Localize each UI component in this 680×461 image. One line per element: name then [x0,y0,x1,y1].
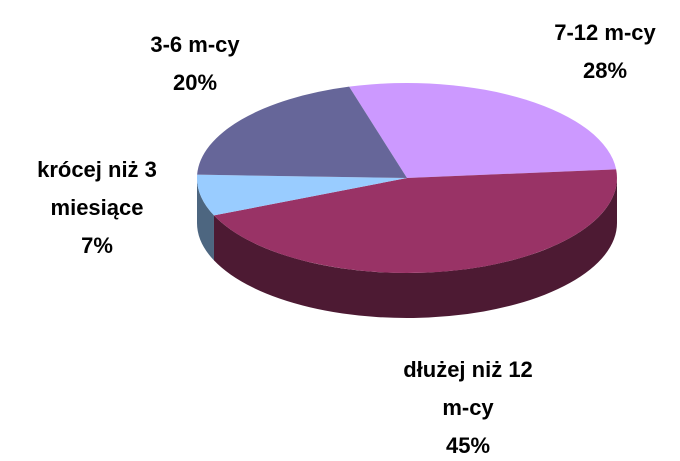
value-label: 7% [81,233,113,258]
slice [213,169,618,274]
slice-side [197,178,214,261]
category-label: krócej niż 3 miesiące [37,157,157,220]
category-label: 7-12 m-cy [554,20,656,45]
slice-label: krócej niż 3 miesiące 7% [2,151,192,265]
value-label: 28% [582,58,628,83]
value-label: 20% [172,70,218,95]
slice-label: 7-12 m-cy 28% [525,14,680,90]
slice [349,83,617,178]
slice-label: 3-6 m-cy 20% [115,26,275,102]
category-label: 3-6 m-cy [150,32,240,57]
slice-label: dłużej niż 12 m-cy 45% [393,351,543,461]
category-label: dłużej niż 12 m-cy [403,357,533,420]
slice-side [213,178,618,318]
slice [197,86,407,178]
value-label: 45% [445,433,491,458]
slice [197,174,407,216]
